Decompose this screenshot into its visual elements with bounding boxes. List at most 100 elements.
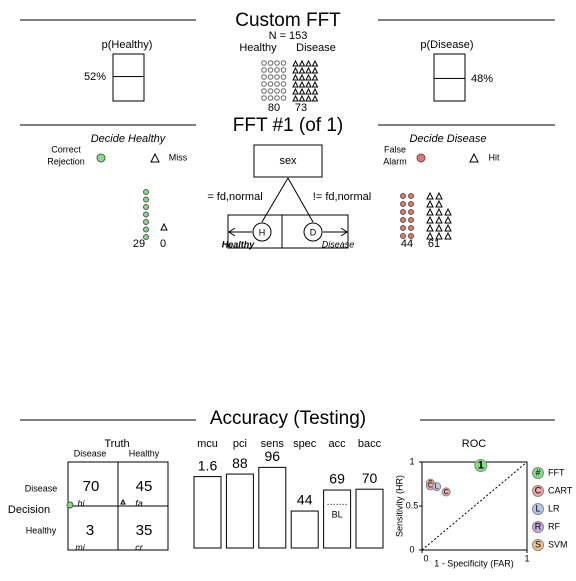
- icon: [305, 87, 312, 95]
- icon: [298, 66, 306, 74]
- icon: [305, 94, 312, 102]
- label: Decide Healthy: [91, 133, 167, 145]
- icon: [261, 67, 267, 73]
- legend-name: FFT: [548, 467, 565, 477]
- branch: = fd,normal: [207, 191, 262, 203]
- icon: [274, 60, 280, 66]
- bar-value: 70: [362, 470, 378, 486]
- icon: [261, 81, 267, 87]
- title: FFT #1 (of 1): [233, 115, 344, 136]
- legend-letter: R: [535, 521, 542, 531]
- bar-value: 69: [329, 471, 345, 487]
- icon: [311, 94, 319, 102]
- icon: [292, 87, 299, 95]
- icon: [280, 67, 287, 73]
- icon: [311, 73, 319, 81]
- roc-letter: C: [444, 489, 449, 496]
- legend-dot: [532, 503, 544, 515]
- legend-name: LR: [548, 503, 560, 513]
- icon: [143, 219, 149, 225]
- p-bar: [433, 77, 466, 102]
- icon: [426, 207, 434, 216]
- icon: [274, 81, 280, 87]
- legend-dot: [532, 521, 544, 533]
- p-box: [433, 53, 466, 102]
- y-tick-label: 1: [409, 456, 414, 466]
- icon: [298, 94, 306, 102]
- exit: Disease: [322, 239, 355, 249]
- icon: [274, 67, 280, 73]
- icon: [298, 87, 306, 95]
- baseline-label: BL: [332, 510, 343, 520]
- icon: [292, 59, 299, 67]
- icon: [280, 60, 287, 66]
- icon: [435, 207, 443, 216]
- bar-label: acc: [329, 438, 347, 450]
- axis-label: Sensitivity (HR): [394, 475, 404, 537]
- icon: [267, 74, 274, 80]
- label: Disease: [25, 483, 58, 493]
- icon: [143, 226, 149, 233]
- label: Healthy: [239, 42, 277, 54]
- bar: [193, 476, 222, 549]
- bar: [290, 510, 319, 549]
- roc-letter: 1: [478, 459, 484, 471]
- legend-name: RF: [548, 521, 560, 531]
- title: ROC: [462, 438, 487, 450]
- n: N = 153: [269, 30, 308, 42]
- icon: [444, 231, 452, 240]
- icon: [426, 199, 434, 208]
- icon: [408, 193, 414, 199]
- icon: [274, 74, 280, 80]
- icon: [435, 223, 443, 232]
- title: Custom FFT: [235, 10, 341, 31]
- value-label: 52%: [84, 71, 106, 83]
- icon: [435, 231, 443, 240]
- icon: [311, 59, 319, 67]
- icon: [267, 95, 274, 101]
- icon: [143, 189, 149, 195]
- label: p(Disease): [420, 39, 473, 51]
- label: Disease: [74, 448, 107, 458]
- leaf: D: [310, 227, 317, 237]
- bar-value: 96: [265, 448, 281, 464]
- count: 73: [295, 102, 307, 114]
- icon: [400, 193, 406, 199]
- icon: [280, 74, 287, 80]
- icon: [261, 95, 267, 101]
- cell-value: 70: [83, 478, 100, 495]
- icon: [426, 231, 434, 240]
- diagonal: [421, 461, 528, 551]
- cell-tag: fa: [135, 498, 143, 508]
- icon: [274, 88, 280, 94]
- legend: False: [384, 144, 406, 154]
- icon: [400, 225, 406, 231]
- icon: [400, 201, 406, 207]
- bar-value: 1.6: [198, 457, 218, 473]
- bar-label: mcu: [197, 438, 218, 450]
- label: Healthy: [129, 448, 160, 458]
- legend: Miss: [169, 152, 188, 162]
- icon: [267, 88, 274, 94]
- legend-letter: C: [535, 485, 542, 495]
- p-box: [112, 53, 145, 102]
- label: Truth: [104, 438, 129, 450]
- icon: [267, 81, 274, 87]
- icon: [400, 209, 406, 215]
- icon: [311, 80, 319, 88]
- icon: [274, 95, 280, 101]
- icon: [143, 196, 149, 203]
- icon: [426, 191, 434, 200]
- bar-label: spec: [293, 438, 317, 450]
- icon: [408, 217, 414, 223]
- legend-letter: S: [535, 539, 541, 549]
- icon: [292, 73, 299, 81]
- icon: [280, 95, 287, 101]
- bar-label: bacc: [358, 438, 382, 450]
- icon: [426, 215, 434, 224]
- legend: Hit: [489, 152, 500, 162]
- node: sex: [279, 155, 297, 167]
- icon: [298, 80, 306, 88]
- icon: [292, 80, 299, 88]
